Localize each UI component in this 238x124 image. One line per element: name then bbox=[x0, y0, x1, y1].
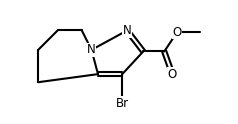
Text: O: O bbox=[168, 68, 177, 81]
Text: O: O bbox=[173, 26, 182, 39]
Text: N: N bbox=[123, 24, 131, 37]
Text: Br: Br bbox=[116, 97, 129, 110]
Text: N: N bbox=[87, 43, 96, 56]
